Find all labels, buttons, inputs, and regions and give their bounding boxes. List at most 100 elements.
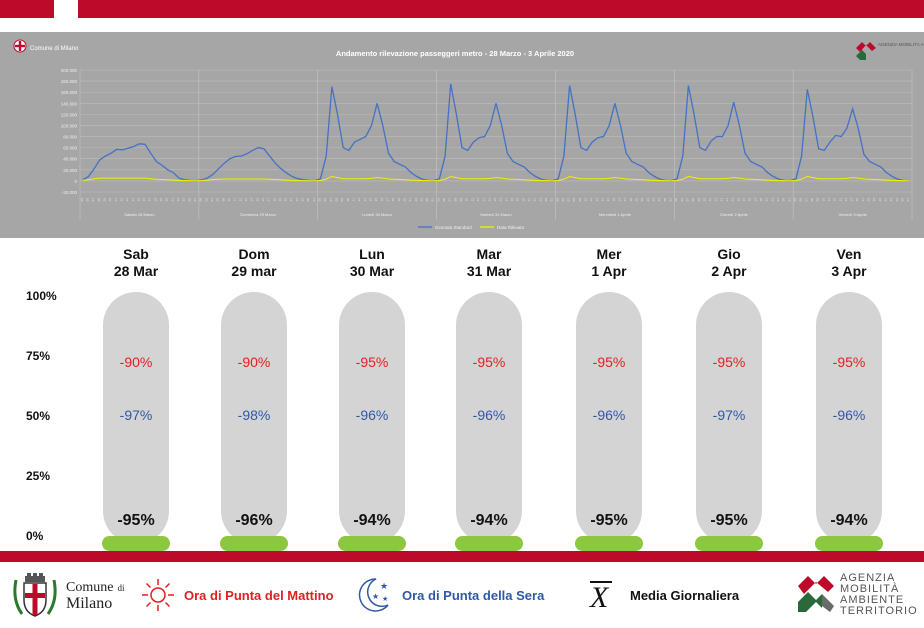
x-tick-label: 17 (267, 198, 271, 202)
x-tick-label: 18 (867, 198, 871, 202)
y-tick-label: 80.000 (63, 135, 77, 140)
x-tick-label: 00 (544, 198, 548, 202)
x-tick-label: 07 (210, 198, 214, 202)
x-tick-label: 21 (765, 198, 769, 202)
x-tick-label: 18 (391, 198, 395, 202)
x-tick-label: 21 (646, 198, 650, 202)
svg-text:★: ★ (372, 592, 379, 601)
day-header: Sab 28 Mar (76, 246, 196, 280)
evening-peak-value: -98% (237, 407, 271, 423)
daily-average-value: -95% (590, 512, 628, 529)
x-tick-label: 01 (550, 198, 554, 202)
chart-title: Andamento rilevazione passeggeri metro -… (336, 49, 574, 58)
x-tick-label: 06 (561, 198, 565, 202)
evening-peak-value: -96% (832, 407, 866, 423)
x-tick-label: 13 (482, 198, 486, 202)
y-tick-label: 180.000 (61, 79, 78, 84)
x-tick-label: 17 (148, 198, 152, 202)
reduction-pill (696, 292, 762, 544)
x-tick-label: 15 (850, 198, 854, 202)
x-tick-label: 23 (182, 198, 186, 202)
day-label: Domenica 29 Marzo (240, 212, 277, 217)
y-tick-label: -20.000 (62, 190, 78, 195)
x-tick-label: 15 (255, 198, 259, 202)
x-tick-label: 11 (114, 198, 118, 201)
series-line-standard (82, 83, 910, 182)
day-name: Dom (238, 246, 270, 262)
x-tick-label: 13 (601, 198, 605, 202)
line-chart: Comune di Milano AGENZIA MOBILITÀ AMBIENT… (13, 39, 924, 230)
x-tick-label: 10 (465, 198, 469, 202)
x-tick-label: 08 (810, 198, 814, 202)
day-date: 28 Mar (113, 263, 159, 279)
y-tick-label: 60.000 (63, 146, 77, 151)
x-tick-label: 12 (833, 198, 837, 202)
day-label: Sabato 28 Marzo (124, 212, 155, 217)
day-header: Dom 29 mar (194, 246, 314, 280)
x-tick-label: 09 (816, 198, 820, 202)
series-line-rilevata (82, 175, 910, 182)
x-tick-label: 23 (776, 198, 780, 202)
x-tick-label: 06 (680, 198, 684, 202)
bottom-red-bar (0, 551, 924, 562)
x-tick-label: 16 (142, 198, 146, 202)
amat-line-3: AMBIENTE (840, 594, 905, 606)
x-tick-label: 00 (425, 198, 429, 202)
x-tick-label: 08 (572, 198, 576, 202)
x-tick-label: 07 (804, 198, 808, 202)
y-tick-label: 100.000 (61, 123, 78, 128)
amat-small-label: AGENZIA MOBILITÀ AMBIENTE TERRITORIO (878, 41, 924, 47)
legend-morning-label: Ora di Punta del Mattino (184, 587, 334, 603)
amat-line-1: AGENZIA (840, 572, 896, 584)
top-red-bar-right (78, 0, 924, 18)
x-tick-label: 11 (827, 198, 831, 201)
x-tick-label: 12 (119, 198, 123, 202)
x-tick-label: 15 (731, 198, 735, 202)
x-tick-label: 22 (651, 198, 655, 202)
x-tick-label: 19 (159, 198, 163, 202)
day-date: 30 Mar (349, 263, 395, 279)
day-date: 3 Apr (831, 263, 867, 279)
x-tick-label: 13 (838, 198, 842, 202)
baseline-green-bar (575, 536, 643, 551)
day-name: Lun (359, 246, 385, 262)
amat-line-2: MOBILITÀ (840, 583, 900, 595)
x-tick-label: 07 (329, 198, 333, 202)
milano-label: Milano (66, 594, 113, 612)
x-tick-label: 12 (476, 198, 480, 202)
reduction-pill (816, 292, 882, 544)
moon-stars-icon: ★ ★ ★ (358, 578, 389, 612)
x-tick-label: 18 (629, 198, 633, 202)
x-tick-label: 00 (187, 198, 191, 202)
day-label: Venerdì 3 Aprile (838, 212, 867, 217)
daily-average-value: -95% (117, 512, 155, 529)
amat-line-4: TERRITORIO (840, 605, 918, 617)
x-tick-label: 17 (504, 198, 508, 202)
x-tick-label: 05 (199, 198, 203, 202)
reduction-pill (576, 292, 642, 544)
day-date: 29 mar (231, 263, 277, 279)
x-tick-label: 14 (606, 198, 610, 202)
x-tick-label: 15 (374, 198, 378, 202)
baseline-green-bar (102, 536, 170, 551)
x-tick-label: 20 (284, 198, 288, 202)
day-name: Mar (476, 246, 502, 262)
x-tick-label: 01 (787, 198, 791, 202)
x-tick-label: 09 (340, 198, 344, 202)
morning-peak-value: -90% (119, 354, 153, 370)
x-tick-label: 23 (301, 198, 305, 202)
day-date: 1 Apr (591, 263, 627, 279)
daily-average-value: -94% (353, 512, 391, 529)
x-tick-label: 00 (901, 198, 905, 202)
daily-average-value: -94% (470, 512, 508, 529)
x-tick-label: 11 (352, 198, 356, 201)
x-tick-label: 11 (233, 198, 237, 201)
x-tick-label: 16 (499, 198, 503, 202)
x-tick-label: 16 (261, 198, 265, 202)
morning-peak-value: -95% (592, 354, 626, 370)
reduction-pill (456, 292, 522, 544)
day-name: Sab (123, 246, 149, 262)
x-tick-label: 16 (736, 198, 740, 202)
morning-peak-value: -95% (355, 354, 389, 370)
x-tick-label: 10 (821, 198, 825, 202)
